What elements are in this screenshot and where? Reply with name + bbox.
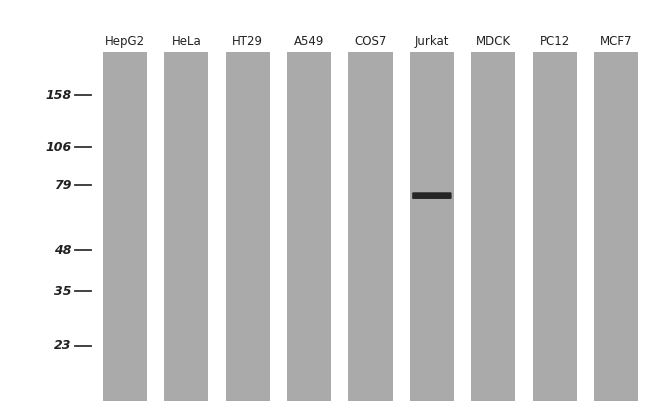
- Bar: [164, 52, 209, 401]
- Bar: [532, 52, 577, 401]
- Text: PC12: PC12: [540, 35, 570, 48]
- Bar: [471, 52, 515, 401]
- Text: 23: 23: [54, 339, 72, 352]
- Text: HeLa: HeLa: [172, 35, 202, 48]
- Text: COS7: COS7: [354, 35, 387, 48]
- Text: HepG2: HepG2: [105, 35, 145, 48]
- Text: 106: 106: [46, 140, 72, 154]
- Text: 48: 48: [54, 244, 72, 257]
- Bar: [594, 52, 638, 401]
- Text: 158: 158: [46, 89, 72, 102]
- Text: A549: A549: [294, 35, 324, 48]
- Bar: [226, 52, 270, 401]
- Text: MCF7: MCF7: [600, 35, 632, 48]
- FancyBboxPatch shape: [412, 192, 452, 199]
- Text: Jurkat: Jurkat: [415, 35, 449, 48]
- Text: 79: 79: [54, 179, 72, 192]
- Bar: [348, 52, 393, 401]
- Text: HT29: HT29: [232, 35, 263, 48]
- Bar: [103, 52, 147, 401]
- Text: 35: 35: [54, 285, 72, 298]
- Bar: [410, 52, 454, 401]
- Text: MDCK: MDCK: [476, 35, 511, 48]
- Bar: [287, 52, 332, 401]
